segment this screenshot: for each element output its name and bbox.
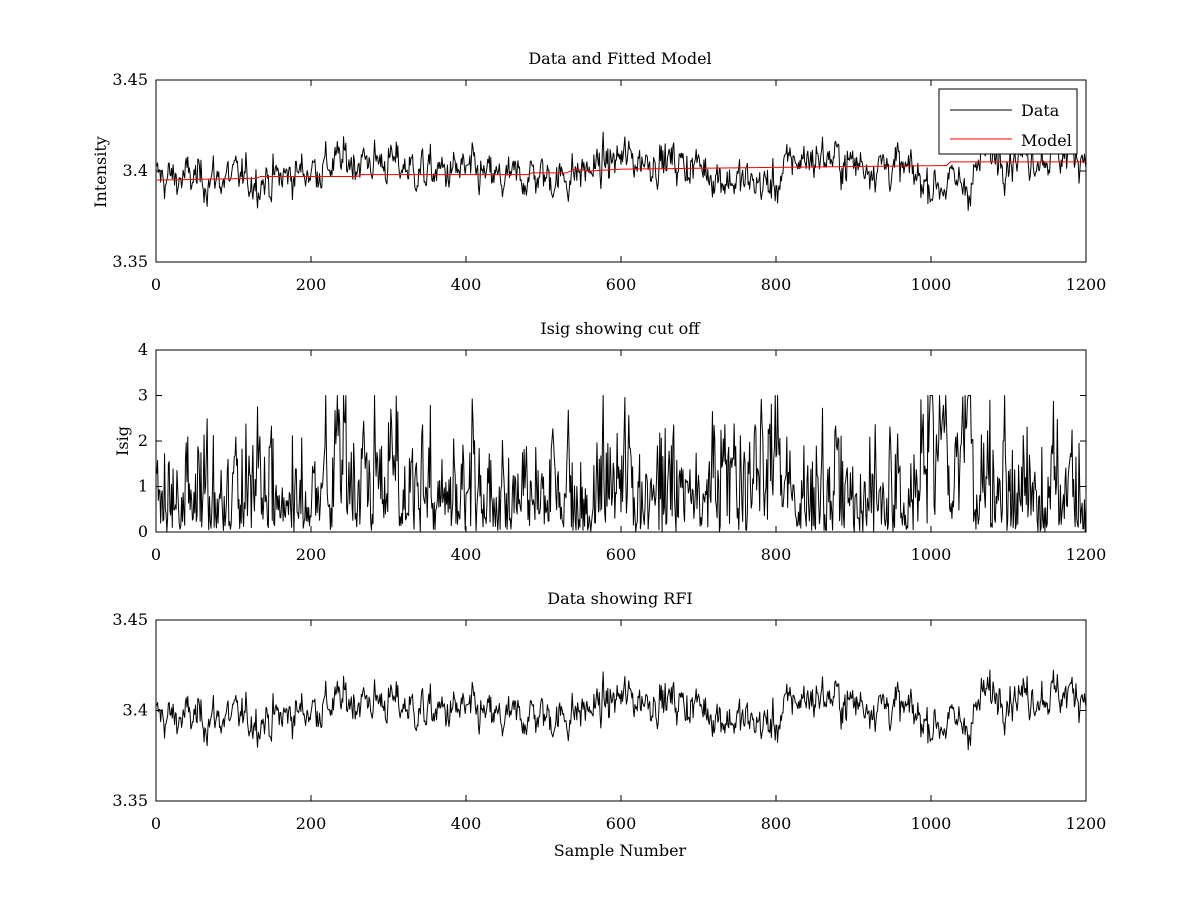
panel1-title: Data and Fitted Model [528, 49, 711, 68]
x-tick-label: 600 [606, 814, 637, 833]
series-rfi-data-line [156, 669, 1087, 751]
y-tick-label: 4 [138, 340, 148, 359]
x-tick-label: 800 [761, 275, 792, 294]
x-tick-label: 400 [451, 814, 482, 833]
y-tick-label: 3.4 [123, 701, 148, 720]
legend-data-label: Data [1021, 101, 1060, 120]
x-tick-label: 1200 [1066, 275, 1107, 294]
x-tick-label: 400 [451, 545, 482, 564]
panel2-frame [155, 349, 1087, 533]
x-tick-label: 1200 [1066, 545, 1107, 564]
x-tick-label: 0 [151, 275, 161, 294]
x-tick-label: 800 [761, 545, 792, 564]
x-tick-label: 200 [296, 545, 327, 564]
y-tick-label: 3.35 [112, 252, 148, 271]
panel3-title: Data showing RFI [547, 589, 692, 608]
x-tick-label: 600 [606, 275, 637, 294]
panel-data-showing-rfi: Data showing RFI 0 200 400 600 800 1000 1200 3.… [112, 589, 1106, 860]
y-tick-label: 3 [138, 386, 148, 405]
x-tick-label: 200 [296, 814, 327, 833]
y-tick-label: 3.45 [112, 610, 148, 629]
x-tick-label: 0 [151, 814, 161, 833]
panel-isig-showing-cut-off: Isig showing cut off Isig 0 200 400 600 800 1… [113, 319, 1106, 564]
legend: Data Model [938, 88, 1078, 155]
legend-box [938, 88, 1078, 155]
panel2-series [156, 395, 1087, 533]
y-tick-label: 0 [138, 522, 148, 541]
x-tick-label: 600 [606, 545, 637, 564]
x-tick-label: 1000 [911, 814, 952, 833]
x-tick-label: 800 [761, 814, 792, 833]
legend-model-label: Model [1021, 131, 1072, 150]
series-data-line [156, 129, 1087, 211]
panel3-xlabel: Sample Number [554, 841, 687, 860]
x-tick-label: 400 [451, 275, 482, 294]
x-tick-label: 1000 [911, 545, 952, 564]
y-tick-label: 3.45 [112, 70, 148, 89]
panel3-frame [155, 619, 1087, 802]
panel-data-and-fitted-model: Data and Fitted Model Intensity 0 200 400 6… [91, 49, 1106, 294]
x-tick-label: 1200 [1066, 814, 1107, 833]
panel2-ylabel: Isig [113, 426, 132, 456]
series-isig-line [156, 395, 1087, 533]
panel1-series [156, 129, 1087, 211]
panel1-ylabel: Intensity [91, 136, 110, 208]
panel3-ticks: 0 200 400 600 800 1000 1200 3.35 3.4 3.45 [112, 610, 1106, 833]
panel3-series [156, 669, 1087, 751]
panel1-ticks: 0 200 400 600 800 1000 1200 3.35 3.4 3.45 [112, 70, 1106, 294]
x-tick-label: 0 [151, 545, 161, 564]
x-tick-label: 1000 [911, 275, 952, 294]
y-tick-label: 1 [138, 477, 148, 496]
y-tick-label: 3.4 [123, 161, 148, 180]
x-tick-label: 200 [296, 275, 327, 294]
panel2-ticks: 0 200 400 600 800 1000 1200 0 1 2 3 4 [138, 340, 1107, 564]
series-model-line [156, 161, 1086, 181]
y-tick-label: 2 [138, 431, 148, 450]
panel2-title: Isig showing cut off [540, 319, 701, 338]
panel1-frame [155, 79, 1087, 263]
y-tick-label: 3.35 [112, 791, 148, 810]
